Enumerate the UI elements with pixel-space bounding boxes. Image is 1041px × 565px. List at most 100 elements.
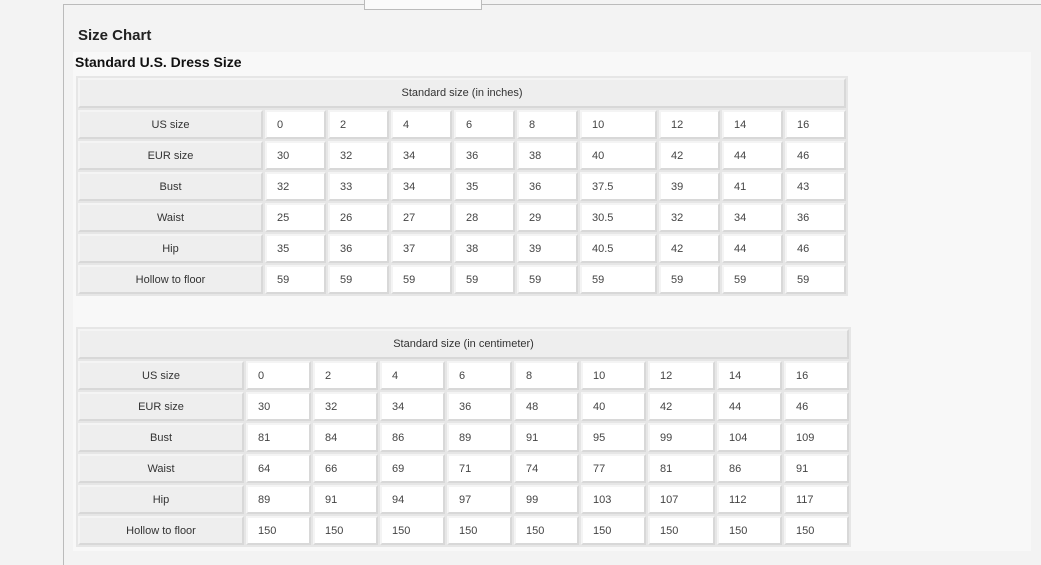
table-cell: 86 [717, 454, 782, 483]
table-cell: 33 [328, 172, 389, 201]
table-cell: 38 [517, 141, 578, 170]
table-cell: 8 [517, 110, 578, 139]
table-cell: 12 [659, 110, 720, 139]
table-cell: 112 [717, 485, 782, 514]
table-cell: 4 [380, 361, 445, 390]
table-cell: 36 [328, 234, 389, 263]
table-cell: 94 [380, 485, 445, 514]
table-cell: 34 [722, 203, 783, 232]
table-cell: 103 [581, 485, 646, 514]
table-cell: 34 [391, 172, 452, 201]
table-cell: 91 [784, 454, 850, 483]
table-cell: 6 [447, 361, 512, 390]
table-cell: 66 [313, 454, 378, 483]
table-cell: 34 [391, 141, 452, 170]
table-cell: 107 [648, 485, 715, 514]
table-cell: 2 [328, 110, 389, 139]
table-cell: 89 [246, 485, 311, 514]
table-cell: 26 [328, 203, 389, 232]
section-title: Standard U.S. Dress Size [75, 54, 242, 70]
table-cell: 16 [784, 361, 850, 390]
table-row: US size 0 2 4 6 8 10 12 14 16 [78, 361, 850, 390]
table-cell: 40 [580, 141, 657, 170]
table-cell: 35 [265, 234, 326, 263]
table-cell: 59 [517, 265, 578, 294]
table-cell: 37.5 [580, 172, 657, 201]
table-cell: 74 [514, 454, 579, 483]
table-cell: 43 [785, 172, 847, 201]
table-cell: 86 [380, 423, 445, 452]
size-table-centimeter: Standard size (in centimeter) US size 0 2 4 6… [76, 327, 852, 547]
table-cell: 14 [717, 361, 782, 390]
table-cell: 69 [380, 454, 445, 483]
table-cell: 28 [454, 203, 515, 232]
table-cell: 150 [784, 516, 850, 545]
header-row: Standard size (in inches) [78, 78, 847, 108]
table-cell: 84 [313, 423, 378, 452]
row-label: Hollow to floor [78, 265, 263, 294]
table-cell: 36 [785, 203, 847, 232]
table-cell: 32 [313, 392, 378, 421]
table-cell: 44 [722, 141, 783, 170]
table-cell: 71 [447, 454, 512, 483]
table-cell: 16 [785, 110, 847, 139]
table-cell: 25 [265, 203, 326, 232]
table-cell: 38 [454, 234, 515, 263]
table-cell: 42 [659, 234, 720, 263]
row-label: Bust [78, 172, 263, 201]
table-cell: 59 [580, 265, 657, 294]
table-cell: 46 [785, 234, 847, 263]
table-cell: 36 [454, 141, 515, 170]
table-cell: 0 [246, 361, 311, 390]
table-cell: 59 [391, 265, 452, 294]
table-row: EUR size 30 32 34 36 38 40 42 44 46 [78, 141, 847, 170]
table-row: Waist 25 26 27 28 29 30.5 32 34 36 [78, 203, 847, 232]
tab[interactable] [364, 0, 482, 10]
table-cell: 42 [648, 392, 715, 421]
table-cell: 37 [391, 234, 452, 263]
table-cell: 46 [784, 392, 850, 421]
table-cell: 95 [581, 423, 646, 452]
row-label: Hollow to floor [78, 516, 244, 545]
table-cell: 42 [659, 141, 720, 170]
table-cell: 30.5 [580, 203, 657, 232]
row-label: EUR size [78, 392, 244, 421]
table-cell: 59 [785, 265, 847, 294]
table-cell: 32 [328, 141, 389, 170]
row-label: US size [78, 361, 244, 390]
table-cell: 77 [581, 454, 646, 483]
row-label: Waist [78, 203, 263, 232]
table-cell: 99 [514, 485, 579, 514]
table-cell: 59 [265, 265, 326, 294]
table-cell: 99 [648, 423, 715, 452]
table-cell: 34 [380, 392, 445, 421]
table-cell: 10 [580, 110, 657, 139]
table-cell: 150 [648, 516, 715, 545]
table-cell: 39 [517, 234, 578, 263]
table-cell: 10 [581, 361, 646, 390]
table-row: US size 0 2 4 6 8 10 12 14 16 [78, 110, 847, 139]
table-cell: 44 [717, 392, 782, 421]
table-cell: 59 [722, 265, 783, 294]
row-label: EUR size [78, 141, 263, 170]
table-cell: 150 [447, 516, 512, 545]
table-caption: Standard size (in centimeter) [78, 329, 850, 359]
table-cell: 109 [784, 423, 850, 452]
table-cell: 8 [514, 361, 579, 390]
table-cell: 150 [581, 516, 646, 545]
table-row: Waist 64 66 69 71 74 77 81 86 91 [78, 454, 850, 483]
table-cell: 150 [380, 516, 445, 545]
table-cell: 44 [722, 234, 783, 263]
table-row: Hollow to floor 59 59 59 59 59 59 59 59 59 [78, 265, 847, 294]
table-cell: 150 [313, 516, 378, 545]
table-cell: 40 [581, 392, 646, 421]
row-label: Bust [78, 423, 244, 452]
table-cell: 89 [447, 423, 512, 452]
table-cell: 6 [454, 110, 515, 139]
table-cell: 36 [447, 392, 512, 421]
row-label: Hip [78, 485, 244, 514]
table-cell: 40.5 [580, 234, 657, 263]
table-cell: 48 [514, 392, 579, 421]
table-caption: Standard size (in inches) [78, 78, 847, 108]
table-cell: 36 [517, 172, 578, 201]
